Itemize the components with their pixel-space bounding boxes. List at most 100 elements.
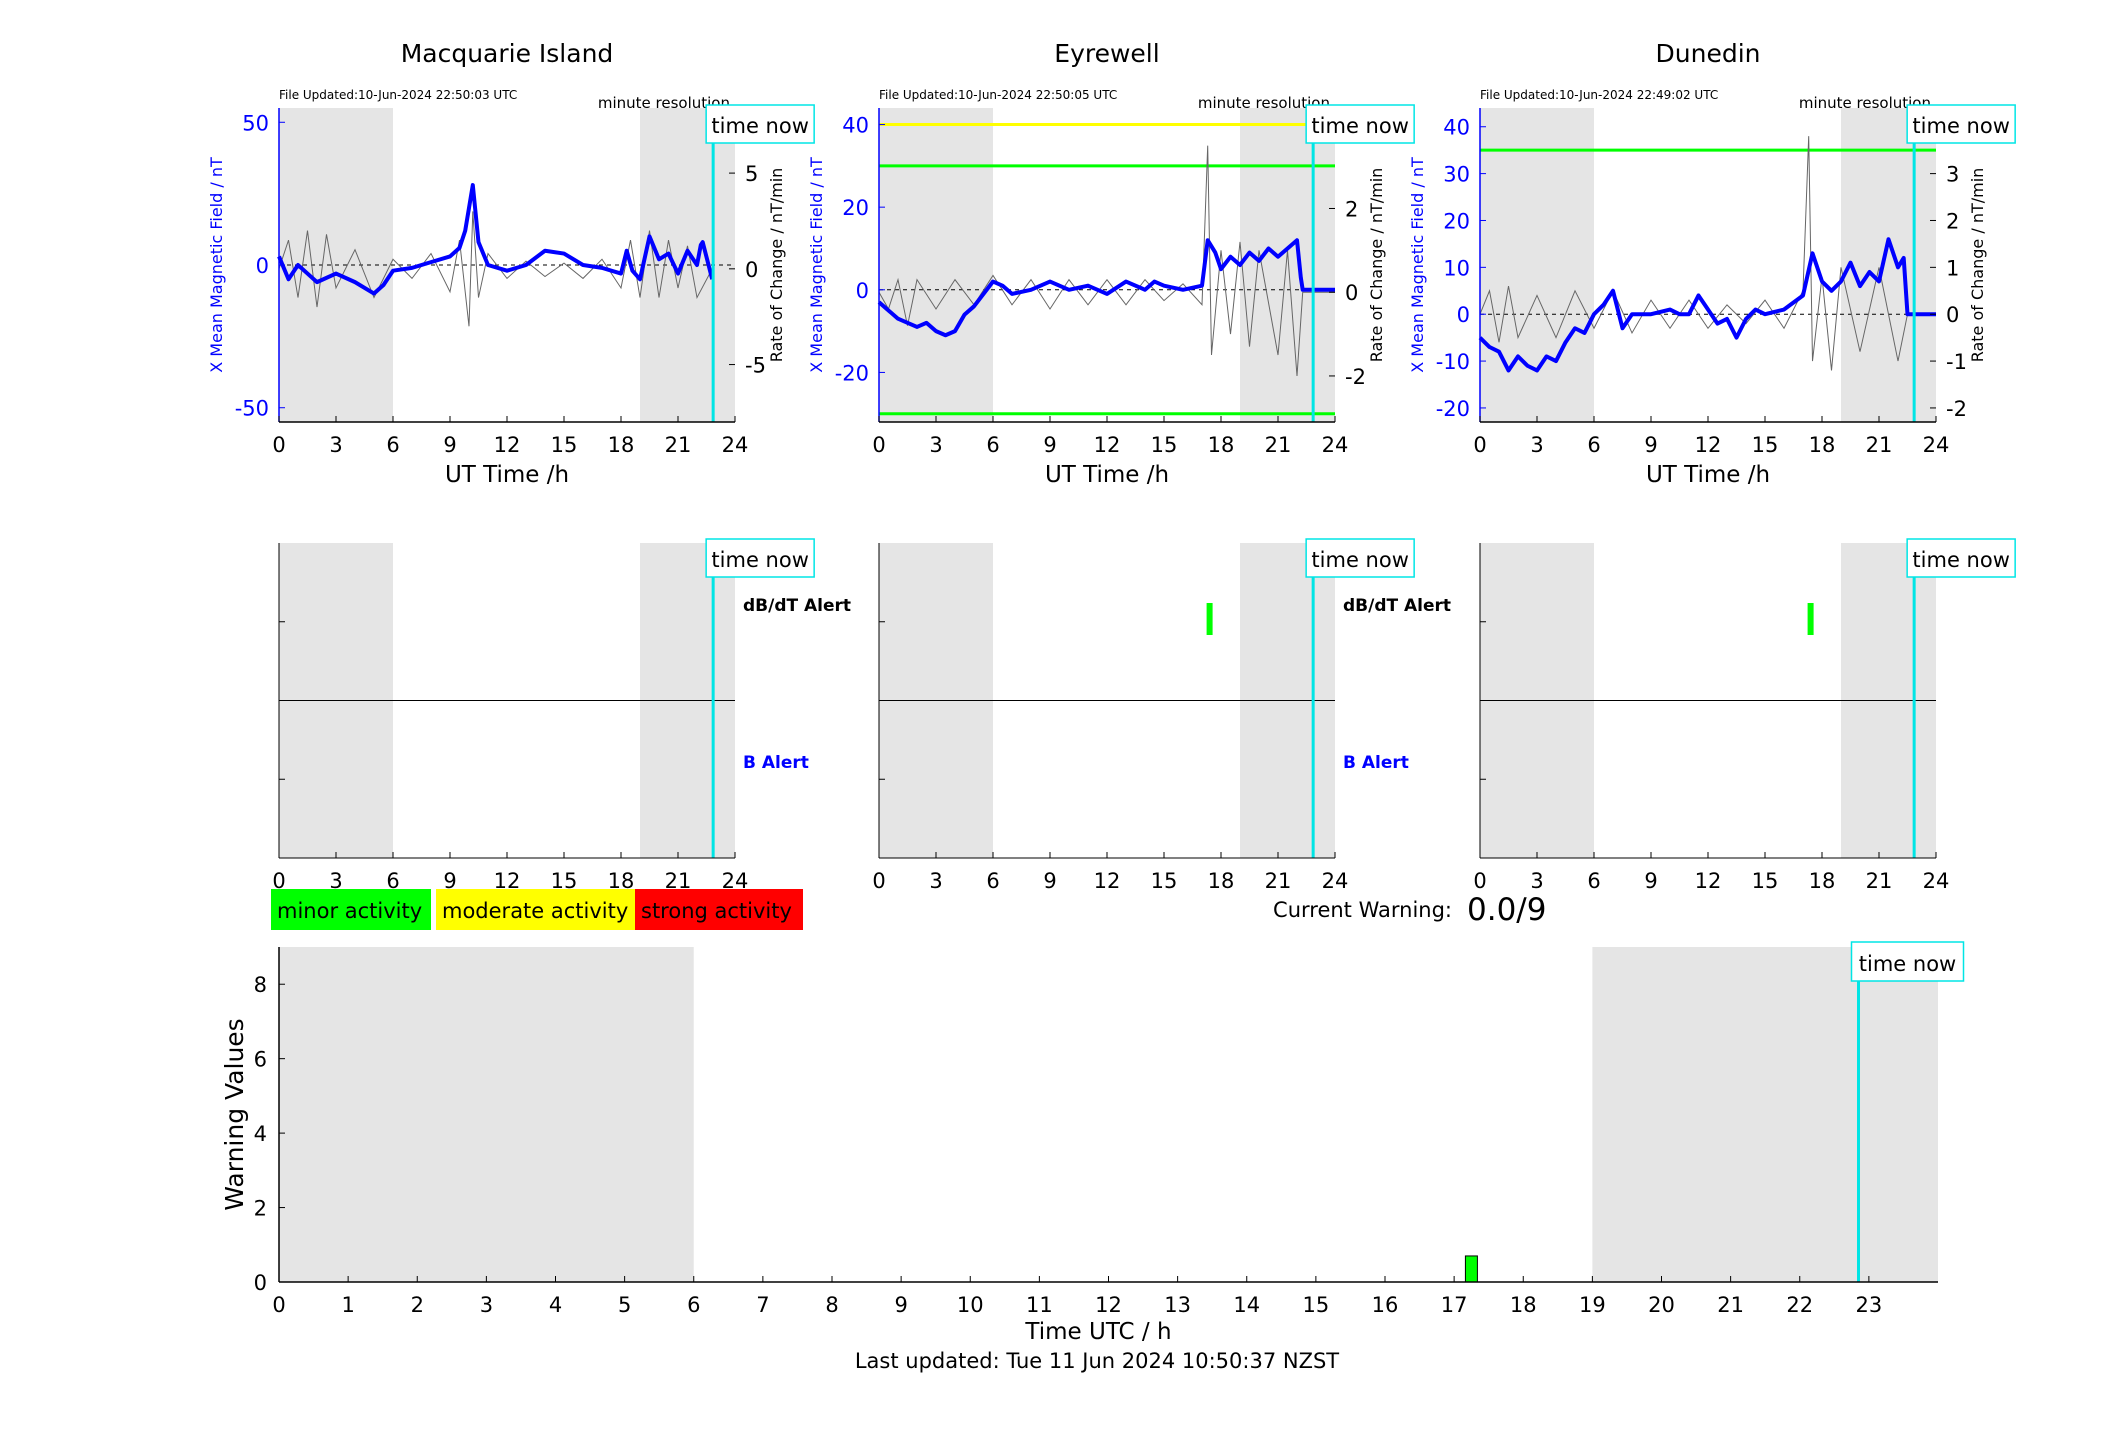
y-tick-label: -20 xyxy=(1436,397,1470,421)
alert-panel-1: 0 3 6 9 12 15 18 21 24 dB/dT Alert B Alert time now xyxy=(872,538,1451,893)
x-tick-label: 15 xyxy=(551,433,578,457)
y-right-tick-label: -1 xyxy=(1946,350,1967,374)
y-tick-label: 8 xyxy=(254,973,267,997)
x-tick-label: 0 xyxy=(872,433,885,457)
y-right-tick-label: 2 xyxy=(1946,209,1959,233)
y-right-tick-label: 0 xyxy=(1946,303,1959,327)
night-shade xyxy=(1592,947,1938,1282)
warning-bar xyxy=(1464,1255,1478,1283)
legend-label-strong: strong activity xyxy=(641,899,792,923)
y-right-tick-label: 2 xyxy=(1345,197,1358,221)
time-now-box: time now xyxy=(1906,538,2016,578)
x-tick-label: 9 xyxy=(1644,869,1657,893)
activity-legend: minor activity moderate activity strong ac… xyxy=(271,889,803,930)
x-tick-label: 6 xyxy=(986,869,999,893)
dbdt-alert-mark xyxy=(1807,603,1814,635)
x-tick-label: 19 xyxy=(1579,1293,1606,1317)
x-tick-label: 23 xyxy=(1856,1293,1883,1317)
x-tick-label: 20 xyxy=(1648,1293,1675,1317)
y-tick-label: 4 xyxy=(254,1122,267,1146)
dbdt-series-line xyxy=(278,211,713,327)
x-tick-label: 24 xyxy=(1923,869,1950,893)
x-tick-label: 3 xyxy=(480,1293,493,1317)
y-tick-label: 30 xyxy=(1443,163,1470,187)
y-tick-label: 0 xyxy=(1457,303,1470,327)
x-tick-label: 12 xyxy=(494,433,521,457)
resolution-label: minute resolution xyxy=(1198,94,1330,112)
station-panel-0: Macquarie Island 0 3 6 9 12 15 18 21 24 UT Time /h… xyxy=(207,39,815,488)
dbdt-alert-label: dB/dT Alert xyxy=(1343,596,1451,616)
y-right-tick-label: 1 xyxy=(1946,256,1959,280)
station-title: Dunedin xyxy=(1656,39,1761,68)
x-tick-label: 3 xyxy=(329,869,342,893)
x-tick-label: 5 xyxy=(618,1293,631,1317)
y-right-axis-label: Rate of Change / nT/min xyxy=(767,168,786,363)
x-tick-label: 2 xyxy=(411,1293,424,1317)
x-tick-label: 24 xyxy=(1923,433,1950,457)
night-shade xyxy=(1480,108,1594,422)
time-now-label: time now xyxy=(1912,114,2009,138)
y-axis-label: Warning Values xyxy=(220,1018,249,1210)
time-now-box: time now xyxy=(1850,941,1965,982)
x-tick-label: 9 xyxy=(443,433,456,457)
legend-label-moderate: moderate activity xyxy=(442,899,628,923)
x-tick-label: 3 xyxy=(329,433,342,457)
x-tick-label: 12 xyxy=(1095,1293,1122,1317)
time-now-label: time now xyxy=(1859,952,1956,976)
x-tick-label: 15 xyxy=(1752,869,1779,893)
station-title: Macquarie Island xyxy=(401,39,614,68)
legend-label-minor: minor activity xyxy=(277,899,422,923)
x-tick-label: 3 xyxy=(929,433,942,457)
dbdt-alert-mark xyxy=(1206,603,1213,635)
time-now-box: time now xyxy=(1305,538,1415,578)
y-tick-label: 0 xyxy=(254,1271,267,1295)
x-tick-label: 0 xyxy=(272,1293,285,1317)
x-tick-label: 9 xyxy=(894,1293,907,1317)
b-alert-label: B Alert xyxy=(743,753,809,773)
current-warning-label: Current Warning: xyxy=(1273,898,1452,922)
x-tick-label: 21 xyxy=(1866,433,1893,457)
x-field-series-line xyxy=(877,238,1335,338)
x-tick-label: 22 xyxy=(1786,1293,1813,1317)
x-tick-label: 21 xyxy=(665,433,692,457)
y-right-tick-label: -5 xyxy=(745,354,766,378)
x-tick-label: 0 xyxy=(1473,433,1486,457)
x-tick-label: 18 xyxy=(1208,433,1235,457)
y-tick-label: 50 xyxy=(242,111,269,135)
x-tick-label: 16 xyxy=(1372,1293,1399,1317)
x-tick-label: 12 xyxy=(1094,433,1121,457)
x-tick-label: 21 xyxy=(1265,433,1292,457)
legend-swatch-minor xyxy=(271,889,431,930)
y-right-tick-label: -2 xyxy=(1946,397,1967,421)
legend-swatch-strong xyxy=(635,889,803,930)
alert-panel-2: 0 3 6 9 12 15 18 21 24 time now xyxy=(1473,538,2016,893)
x-tick-label: 9 xyxy=(443,869,456,893)
time-now-box: time now xyxy=(1906,104,2016,144)
x-axis-label: UT Time /h xyxy=(1646,462,1770,488)
x-tick-label: 21 xyxy=(1717,1293,1744,1317)
night-shade xyxy=(879,108,993,422)
y-right-axis-label: Rate of Change / nT/min xyxy=(1367,168,1386,363)
y-tick-label: 40 xyxy=(842,114,869,138)
x-tick-label: 9 xyxy=(1043,433,1056,457)
station-title: Eyrewell xyxy=(1054,39,1159,68)
night-shade xyxy=(1240,108,1335,422)
y-tick-label: 0 xyxy=(856,279,869,303)
file-updated-label: File Updated:10-Jun-2024 22:50:05 UTC xyxy=(879,88,1117,102)
legend-swatch-moderate xyxy=(436,889,635,930)
y-axis-label: X Mean Magnetic Field / nT xyxy=(207,157,226,373)
x-tick-label: 15 xyxy=(1151,869,1178,893)
y-right-tick-label: 3 xyxy=(1946,163,1959,187)
y-right-tick-label: 0 xyxy=(1345,281,1358,305)
night-shade xyxy=(1841,108,1936,422)
x-tick-label: 21 xyxy=(1265,869,1292,893)
x-tick-label: 14 xyxy=(1233,1293,1260,1317)
current-warning-value: 0.0/9 xyxy=(1467,892,1546,928)
x-axis-label: Time UTC / h xyxy=(1024,1319,1171,1345)
x-tick-label: 13 xyxy=(1164,1293,1191,1317)
x-tick-label: 18 xyxy=(1809,869,1836,893)
y-axis-label: X Mean Magnetic Field / nT xyxy=(807,157,826,373)
